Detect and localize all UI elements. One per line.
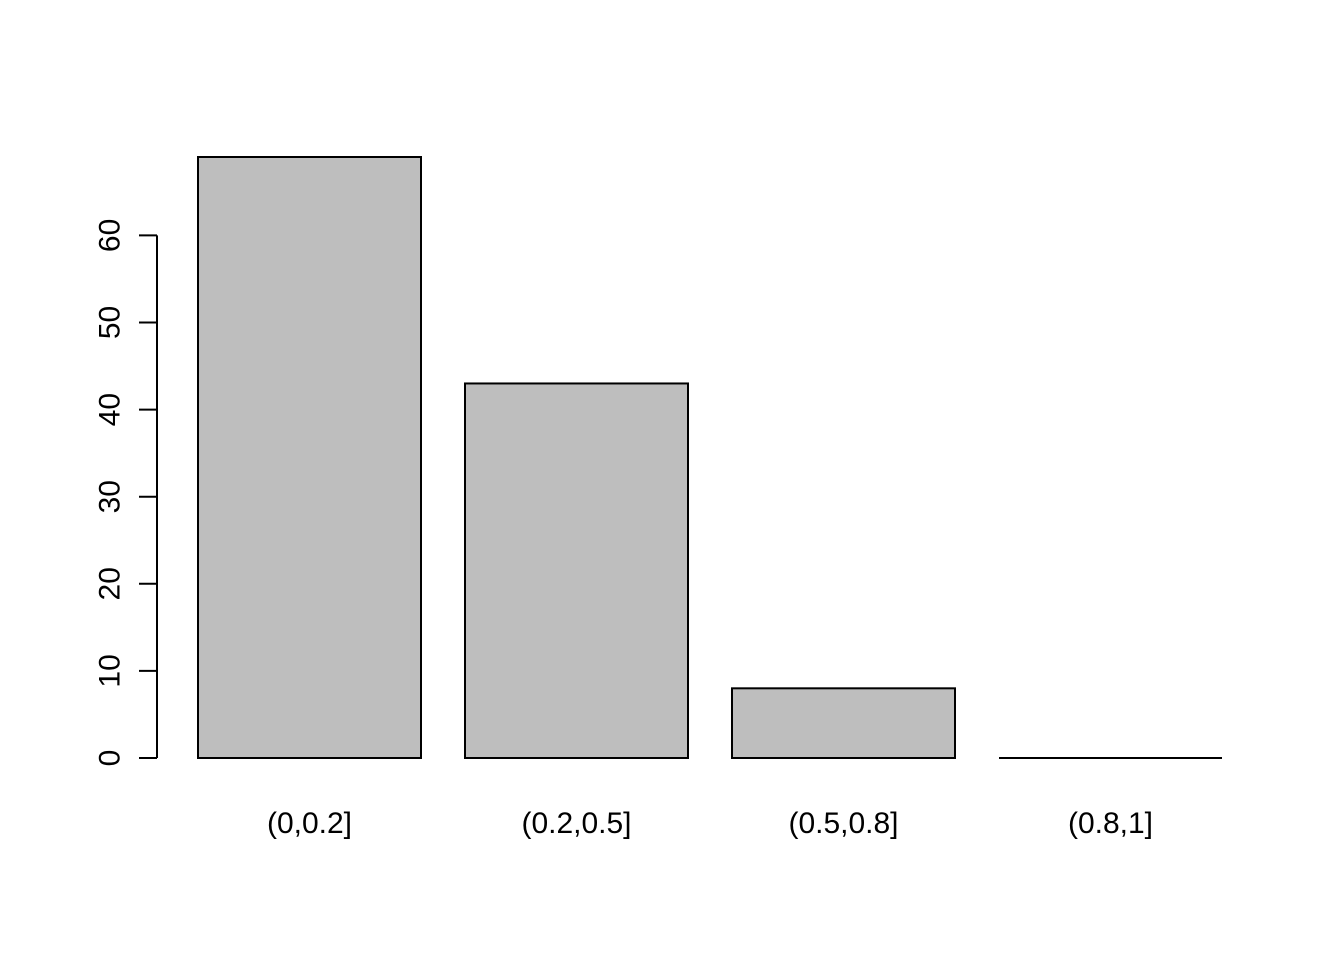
bar-0 — [197, 156, 422, 759]
y-tick-label: 60 — [94, 219, 127, 252]
y-axis: 0 10 20 30 40 50 60 — [94, 219, 158, 767]
bar-1 — [464, 382, 689, 759]
bars-group — [197, 156, 1222, 760]
x-category-label: (0.8,1] — [1068, 807, 1153, 840]
x-axis-labels: (0,0.2] (0.2,0.5] (0.5,0.8] (0.8,1] — [267, 807, 1153, 840]
y-tick-label: 40 — [94, 393, 127, 426]
x-category-label: (0.2,0.5] — [521, 807, 631, 840]
y-tick-label: 20 — [94, 567, 127, 600]
y-tick-label: 30 — [94, 480, 127, 513]
y-tick-label: 50 — [94, 306, 127, 339]
x-category-label: (0,0.2] — [267, 807, 352, 840]
x-category-label: (0.5,0.8] — [788, 807, 898, 840]
bar-2 — [731, 687, 956, 760]
y-tick-label: 10 — [94, 654, 127, 687]
y-tick-label: 0 — [94, 750, 127, 767]
